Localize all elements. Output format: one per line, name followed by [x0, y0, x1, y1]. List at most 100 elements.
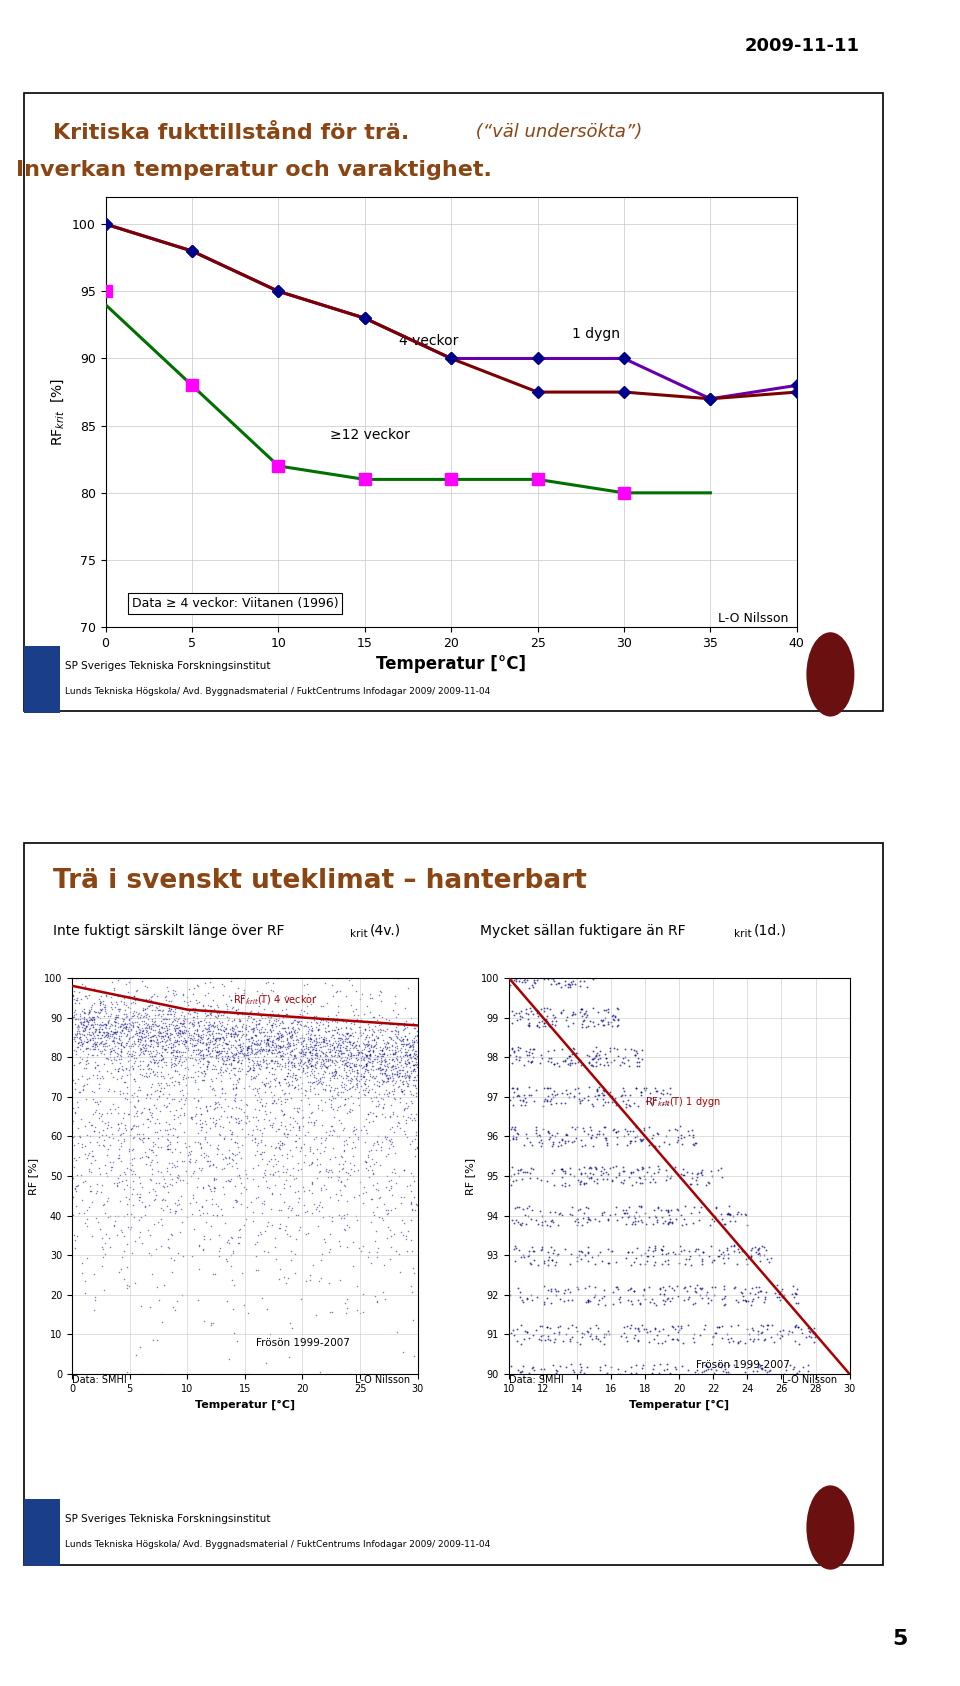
- Point: [647, 1202, 662, 1229]
- Point: [222, 1045, 237, 1072]
- Point: [168, 1027, 183, 1054]
- Point: [267, 1047, 282, 1074]
- Point: [299, 1077, 314, 1104]
- Point: [295, 1057, 310, 1084]
- Point: [183, 1022, 199, 1049]
- Point: [314, 1098, 329, 1125]
- Point: [220, 1047, 235, 1074]
- Point: [122, 1034, 137, 1060]
- Point: [378, 1062, 394, 1089]
- Point: [86, 976, 102, 1003]
- Point: [649, 1209, 664, 1236]
- Point: [146, 1022, 161, 1049]
- Point: [738, 1275, 754, 1302]
- Point: [101, 1185, 116, 1212]
- Point: [579, 1001, 594, 1028]
- Point: [130, 1012, 145, 1039]
- Point: [730, 1236, 745, 1263]
- Point: [277, 1113, 293, 1140]
- Point: [525, 1035, 540, 1062]
- Point: [113, 988, 129, 1015]
- Point: [348, 1045, 364, 1072]
- Point: [628, 1199, 643, 1226]
- Point: [251, 1030, 266, 1057]
- Point: [73, 986, 88, 1013]
- Point: [536, 961, 551, 988]
- Point: [190, 1076, 205, 1103]
- Point: [383, 1126, 398, 1153]
- Point: [370, 1044, 385, 1071]
- Point: [737, 1359, 753, 1386]
- Point: [75, 1187, 90, 1214]
- Point: [159, 1118, 175, 1145]
- Point: [128, 1160, 143, 1187]
- Point: [682, 1238, 697, 1264]
- Point: [653, 1084, 668, 1111]
- Point: [92, 1162, 108, 1189]
- Point: [177, 1005, 192, 1032]
- Point: [751, 1241, 766, 1268]
- Point: [528, 1317, 543, 1344]
- Point: [580, 1354, 595, 1381]
- Point: [113, 1133, 129, 1160]
- Point: [342, 1042, 357, 1069]
- Point: [190, 1062, 205, 1089]
- Point: [507, 1248, 522, 1275]
- Point: [180, 1044, 195, 1071]
- Point: [112, 1018, 128, 1045]
- Point: [290, 1055, 305, 1082]
- Point: [318, 1045, 333, 1072]
- Point: [84, 1005, 99, 1032]
- Point: [388, 1003, 403, 1030]
- Point: [81, 998, 96, 1025]
- Point: [352, 1062, 368, 1089]
- Point: [710, 1157, 726, 1184]
- Point: [384, 1032, 399, 1059]
- Point: [114, 1054, 130, 1081]
- Point: [714, 1362, 730, 1389]
- Point: [116, 1034, 132, 1060]
- Point: [104, 1039, 119, 1066]
- Point: [210, 1025, 226, 1052]
- Point: [347, 1062, 362, 1089]
- Point: [146, 1045, 161, 1072]
- Point: [209, 1202, 225, 1229]
- Point: [222, 1045, 237, 1072]
- Point: [550, 1133, 565, 1160]
- Point: [67, 1175, 83, 1202]
- Point: [231, 1007, 247, 1034]
- Point: [555, 1047, 570, 1074]
- Point: [384, 1037, 399, 1064]
- Point: [230, 1133, 246, 1160]
- Point: [543, 1086, 559, 1113]
- Point: [526, 961, 541, 988]
- Point: [508, 968, 523, 995]
- Point: [226, 1042, 241, 1069]
- Point: [633, 1251, 648, 1278]
- Point: [146, 981, 161, 1008]
- Point: [383, 1175, 398, 1202]
- Point: [742, 1280, 757, 1307]
- Point: [193, 1116, 208, 1143]
- Point: [190, 1037, 205, 1064]
- Point: [649, 1077, 664, 1104]
- Point: [642, 1079, 658, 1106]
- Point: [358, 1050, 373, 1077]
- Point: [232, 1018, 248, 1045]
- Point: [692, 1275, 708, 1302]
- Point: [170, 1015, 185, 1042]
- Point: [239, 1194, 254, 1221]
- Point: [276, 1120, 292, 1146]
- Point: [687, 1238, 703, 1264]
- Point: [204, 1104, 220, 1131]
- Point: [221, 983, 236, 1010]
- Point: [172, 1005, 187, 1032]
- Point: [337, 1035, 352, 1062]
- Point: [384, 1052, 399, 1079]
- Point: [318, 1045, 333, 1072]
- Point: [101, 1007, 116, 1034]
- Point: [183, 1023, 199, 1050]
- Point: [132, 1035, 148, 1062]
- Point: [294, 1285, 309, 1312]
- Point: [759, 1315, 775, 1342]
